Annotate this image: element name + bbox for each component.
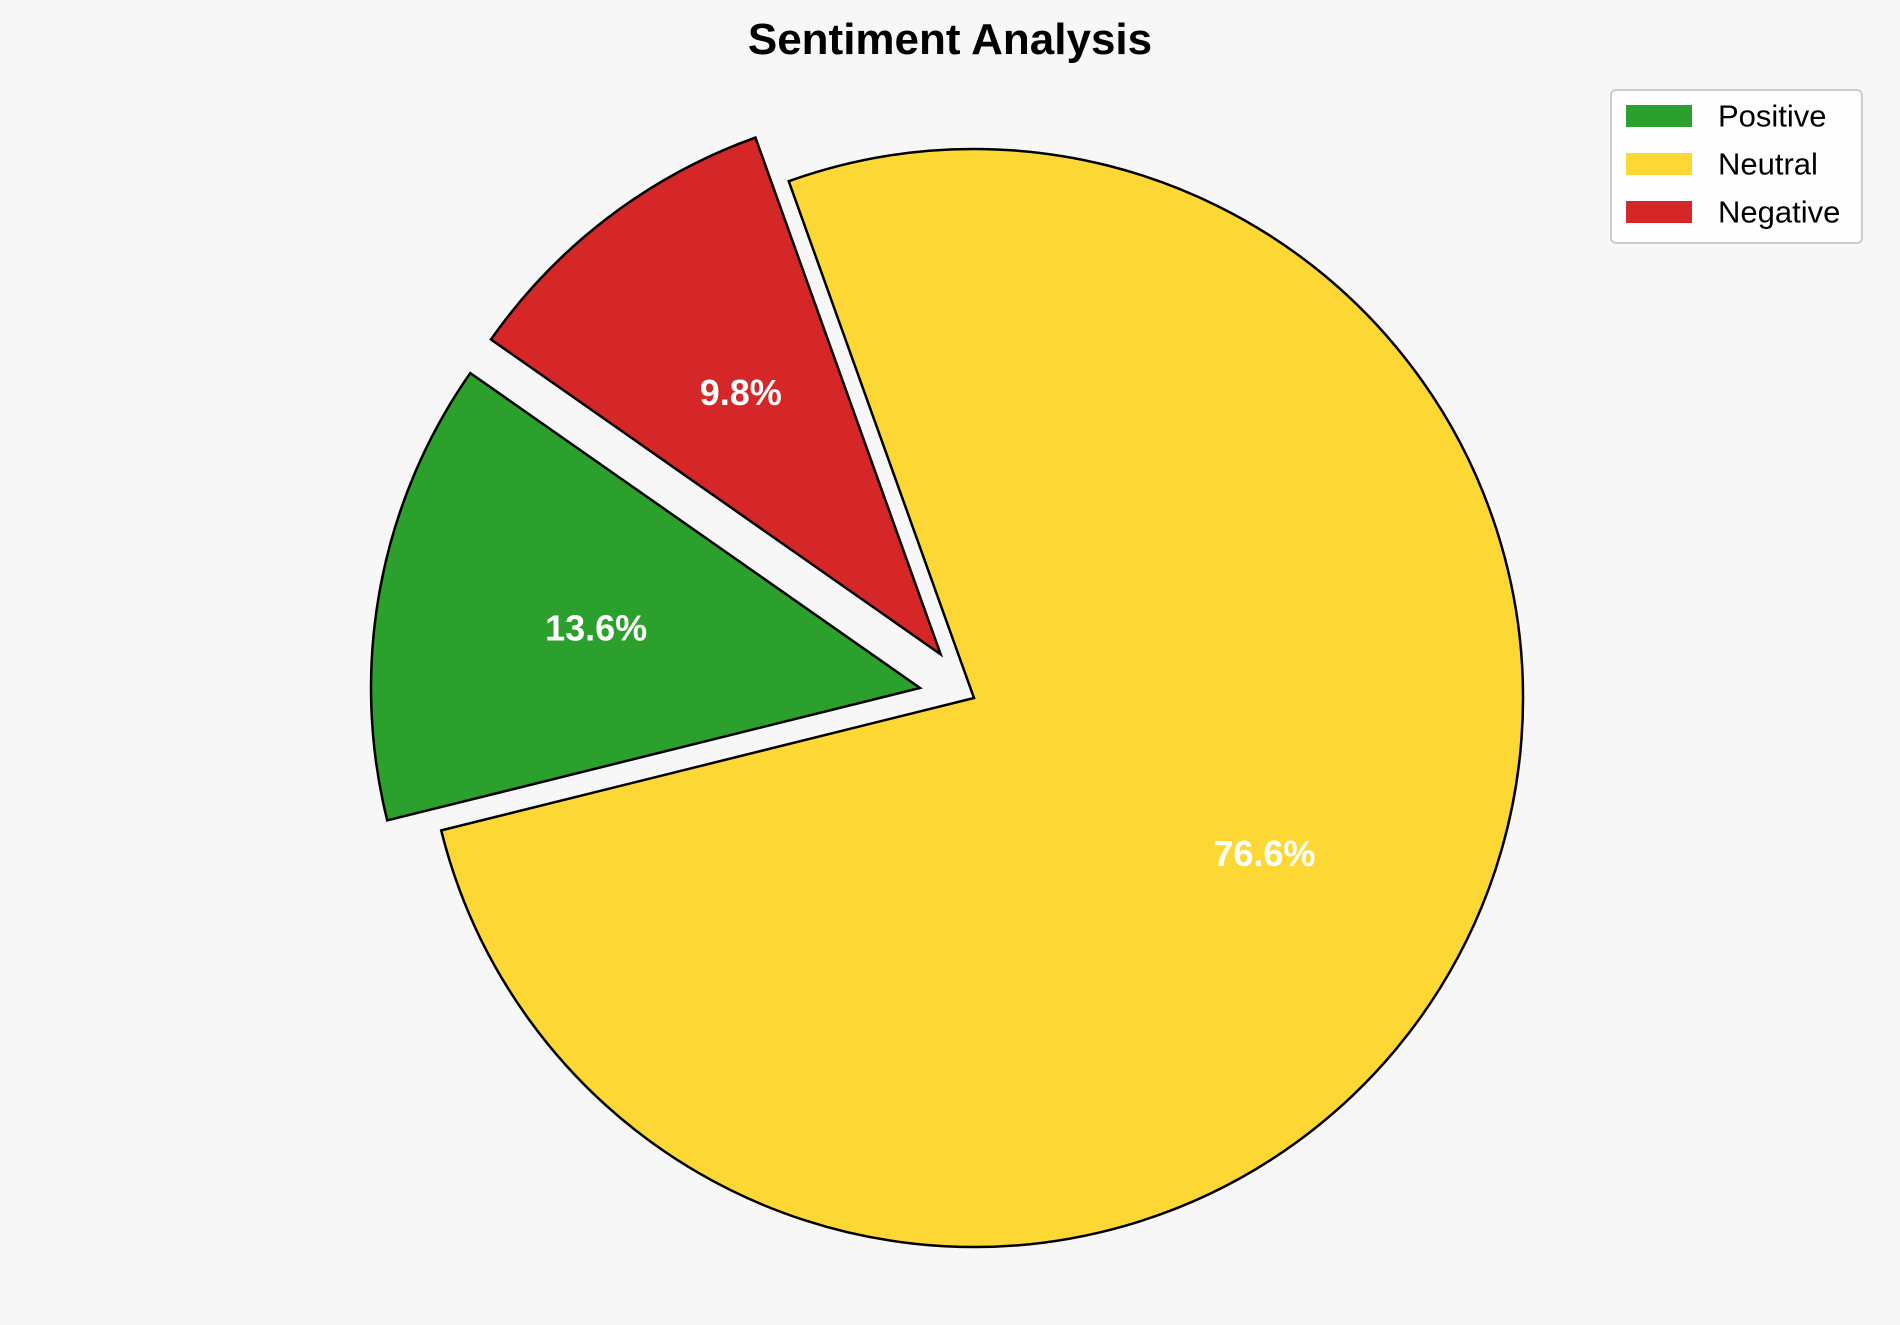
pie-slices [369, 135, 1525, 1249]
legend: Positive Neutral Negative [1610, 89, 1863, 244]
pct-label-neutral: 76.6% [1213, 833, 1315, 874]
pie-slice-positive [369, 371, 923, 822]
legend-label-positive: Positive [1718, 99, 1827, 134]
pct-label-positive: 13.6% [545, 607, 647, 648]
slice-labels: 13.6% 76.6% 9.8% [545, 372, 1315, 874]
legend-label-neutral: Neutral [1718, 147, 1818, 182]
legend-label-negative: Negative [1718, 195, 1840, 230]
legend-swatch-negative [1626, 201, 1692, 223]
pie-slice-negative [489, 135, 944, 658]
legend-swatch-positive [1626, 105, 1692, 127]
legend-swatch-neutral [1626, 153, 1692, 175]
chart-title: Sentiment Analysis [748, 15, 1152, 64]
pct-label-negative: 9.8% [700, 372, 782, 413]
pie-slice-neutral [439, 147, 1525, 1249]
